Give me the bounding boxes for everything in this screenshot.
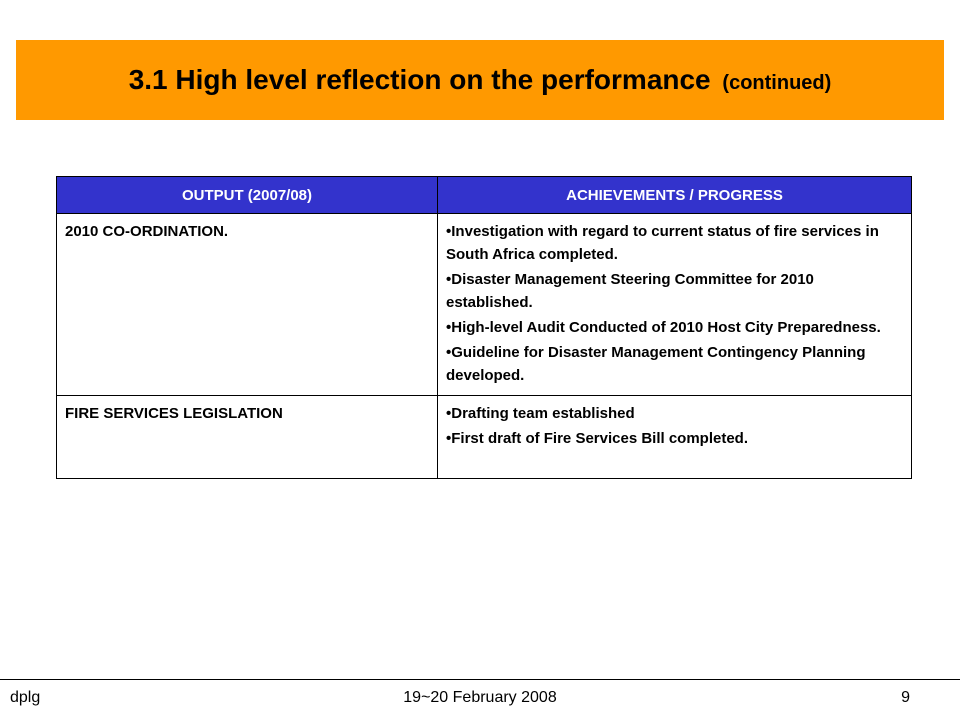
achievement-text: Investigation with regard to current sta… (446, 223, 879, 263)
table-header-row: OUTPUT (2007/08) ACHIEVEMENTS / PROGRESS (56, 176, 912, 214)
slide-title-main: 3.1 High level reflection on the perform… (128, 64, 711, 95)
column-header-achievements: ACHIEVEMENTS / PROGRESS (437, 176, 912, 214)
achievement-text: Guideline for Disaster Management Contin… (446, 344, 866, 384)
footer-organization: dplg (10, 689, 41, 706)
bullet-icon (446, 405, 451, 422)
slide-title-sub: (continued) (722, 72, 832, 94)
achievements-cell: Drafting team established First draft of… (437, 395, 912, 479)
achievement-text: First draft of Fire Services Bill comple… (451, 430, 749, 447)
bullet-icon (446, 271, 451, 288)
achievement-text: Drafting team established (451, 405, 635, 422)
page-number: 9 (901, 689, 910, 706)
bullet-icon (446, 319, 451, 336)
list-item: Disaster Management Steering Committee f… (446, 268, 903, 314)
achievements-list: Investigation with regard to current sta… (446, 220, 903, 387)
footer-date: 19~20 February 2008 (403, 689, 557, 706)
achievements-cell: Investigation with regard to current sta… (437, 213, 912, 396)
list-item: Investigation with regard to current sta… (446, 220, 903, 266)
table-row: FIRE SERVICES LEGISLATION Drafting team … (56, 395, 912, 479)
bullet-icon (446, 344, 451, 361)
bullet-icon (446, 430, 451, 447)
achievements-list: Drafting team established First draft of… (446, 402, 903, 450)
column-header-output: OUTPUT (2007/08) (56, 176, 438, 214)
list-item: High-level Audit Conducted of 2010 Host … (446, 316, 903, 339)
list-item: Drafting team established (446, 402, 903, 425)
table-row: 2010 CO-ORDINATION. Investigation with r… (56, 213, 912, 396)
bullet-icon (446, 223, 451, 240)
title-banner: 3.1 High level reflection on the perform… (16, 40, 944, 120)
list-item: First draft of Fire Services Bill comple… (446, 427, 903, 450)
output-cell: FIRE SERVICES LEGISLATION (56, 395, 438, 479)
output-cell: 2010 CO-ORDINATION. (56, 213, 438, 396)
slide-title: 3.1 High level reflection on the perform… (129, 64, 832, 96)
list-item: Guideline for Disaster Management Contin… (446, 341, 903, 387)
achievement-text: High-level Audit Conducted of 2010 Host … (451, 319, 881, 336)
achievement-text: Disaster Management Steering Committee f… (446, 271, 814, 311)
footer-divider (0, 679, 960, 680)
output-achievements-table: OUTPUT (2007/08) ACHIEVEMENTS / PROGRESS… (56, 176, 912, 479)
